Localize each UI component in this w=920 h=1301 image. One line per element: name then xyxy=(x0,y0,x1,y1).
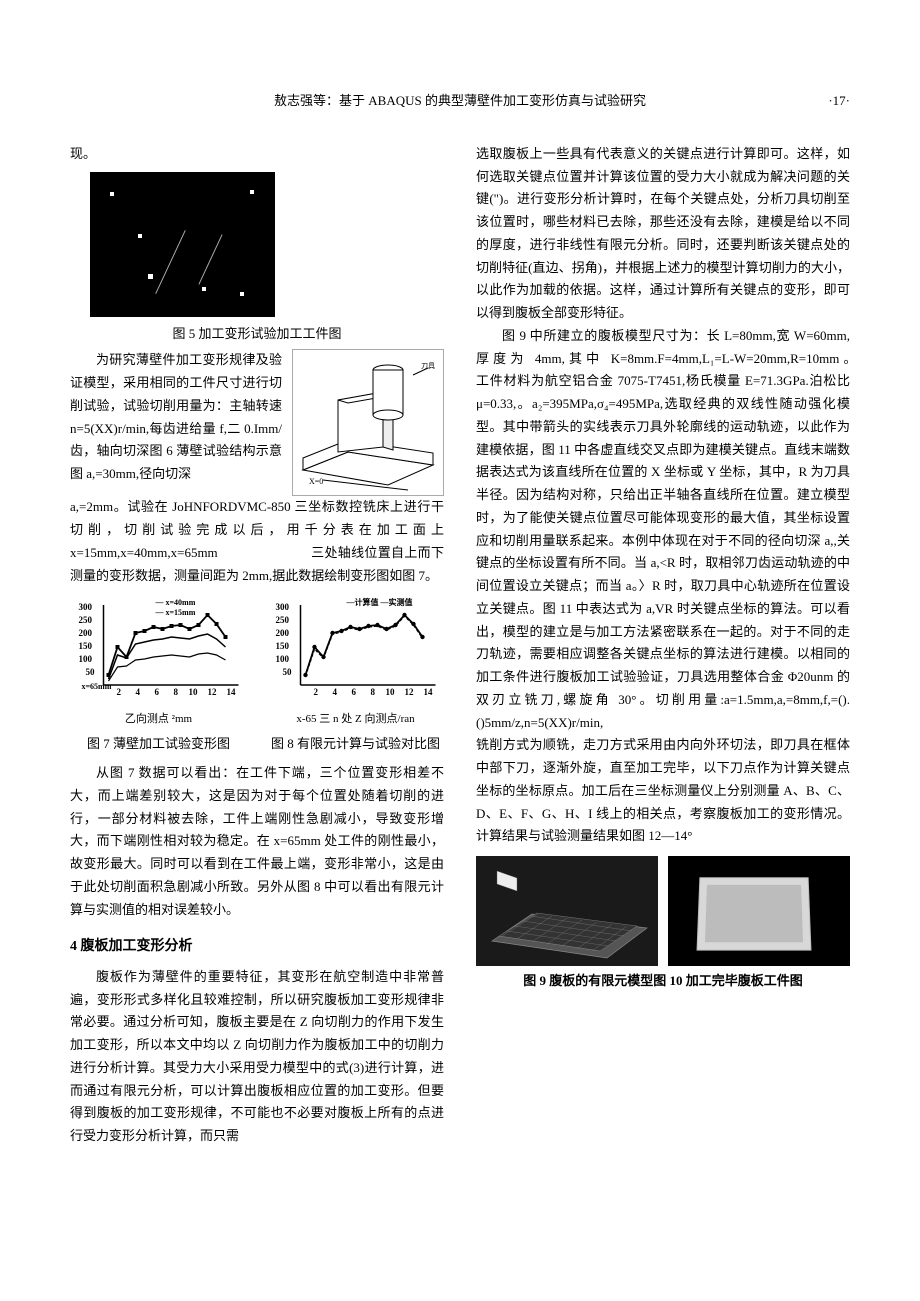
svg-text:8: 8 xyxy=(174,687,179,697)
svg-text:50: 50 xyxy=(283,667,293,677)
figure-8: —计算值 —实测值 300 250 200 150 100 50 2 4 6 8… xyxy=(267,595,444,760)
para-floor-plate: 腹板作为薄壁件的重要特征，其变形在航空制造中非常普遍，变形形式多样化且较难控制，… xyxy=(70,966,444,1148)
svg-text:12: 12 xyxy=(208,687,218,697)
para-fig7-analysis: 从图 7 数据可以看出：在工件下端，三个位置变形相差不大，而上端差别较大，这是因… xyxy=(70,762,444,921)
left-column: 现。 图 5 加工变形试验加工工件图 为研究薄壁件加工变形规律及验证模型，采用相… xyxy=(70,143,444,1148)
svg-text:4: 4 xyxy=(333,687,338,697)
svg-text:14: 14 xyxy=(424,687,434,697)
svg-text:X=0: X=0 xyxy=(309,477,323,486)
svg-text:250: 250 xyxy=(276,615,290,625)
svg-text:4: 4 xyxy=(136,687,141,697)
svg-text:6: 6 xyxy=(155,687,160,697)
figure-5 xyxy=(90,172,275,317)
figure-6: 刀具 X=0 xyxy=(292,349,444,496)
svg-text:— x=15mm: — x=15mm xyxy=(155,608,196,617)
axis-8-label: x-65 三 n 处 Z 向测点/ran xyxy=(267,710,444,729)
svg-text:10: 10 xyxy=(189,687,199,697)
svg-text:10: 10 xyxy=(386,687,396,697)
right-column: 选取腹板上一些具有代表意义的关键点进行计算即可。这样，如何选取关键点位置并计算该… xyxy=(476,143,850,1148)
para-xian: 现。 xyxy=(70,143,444,166)
running-head: 敖志强等：基于 ABAQUS 的典型薄壁件加工变形仿真与试验研究 xyxy=(274,93,646,108)
svg-text:14: 14 xyxy=(227,687,237,697)
svg-text:300: 300 xyxy=(79,602,93,612)
figure-9-10-caption: 图 9 腹板的有限元模型图 10 加工完毕腹板工件图 xyxy=(476,970,850,993)
figure-9 xyxy=(476,856,658,966)
figure-8-caption: 图 8 有限元计算与试验对比图 xyxy=(267,733,444,756)
para-cnc: a,=2mm。试验在 JoHNFORDVMC-850 三坐标数控铣床上进行干切削… xyxy=(70,496,444,587)
svg-text:150: 150 xyxy=(276,641,290,651)
figure-7: x=65mm — x=40mm — x=15mm 300 250 200 150… xyxy=(70,595,247,760)
svg-text:2: 2 xyxy=(314,687,319,697)
svg-text:300: 300 xyxy=(276,602,290,612)
para-model-dims: 图 9 中所建立的腹板模型尺寸为：长 L=80mm,宽 W=60mm,厚度为 4… xyxy=(476,325,850,735)
page-number: ·17· xyxy=(828,90,850,113)
para-milling: 铣削方式为顺铣，走刀方式采用由内向外环切法，即刀具在框体中部下刀，逐渐外旋，直至… xyxy=(476,734,850,848)
svg-text:100: 100 xyxy=(79,654,93,664)
legend-x65mm: x=65mm xyxy=(82,682,112,691)
svg-text:250: 250 xyxy=(79,615,93,625)
svg-text:8: 8 xyxy=(371,687,376,697)
svg-text:6: 6 xyxy=(352,687,357,697)
axis-7-label: 乙向测点 ²mm xyxy=(70,710,247,729)
svg-text:12: 12 xyxy=(405,687,415,697)
svg-text:刀具: 刀具 xyxy=(421,362,435,370)
figure-7-caption: 图 7 薄壁加工试验变形图 xyxy=(70,733,247,756)
svg-text:200: 200 xyxy=(79,628,93,638)
para-experiment-setup: 为研究薄壁件加工变形规律及验证模型，采用相同的工件尺寸进行切削试验，试验切削用量… xyxy=(70,349,282,486)
svg-text:150: 150 xyxy=(79,641,93,651)
figure-10 xyxy=(668,856,850,966)
svg-text:—计算值 —实测值: —计算值 —实测值 xyxy=(346,597,413,607)
svg-text:— x=40mm: — x=40mm xyxy=(155,598,196,607)
svg-text:2: 2 xyxy=(117,687,122,697)
svg-text:200: 200 xyxy=(276,628,290,638)
para-keypoints: 选取腹板上一些具有代表意义的关键点进行计算即可。这样，如何选取关键点位置并计算该… xyxy=(476,143,850,325)
svg-text:100: 100 xyxy=(276,654,290,664)
figure-5-caption: 图 5 加工变形试验加工工件图 xyxy=(70,323,444,346)
section-4-title: 4 腹板加工变形分析 xyxy=(70,935,444,960)
svg-text:50: 50 xyxy=(86,667,96,677)
